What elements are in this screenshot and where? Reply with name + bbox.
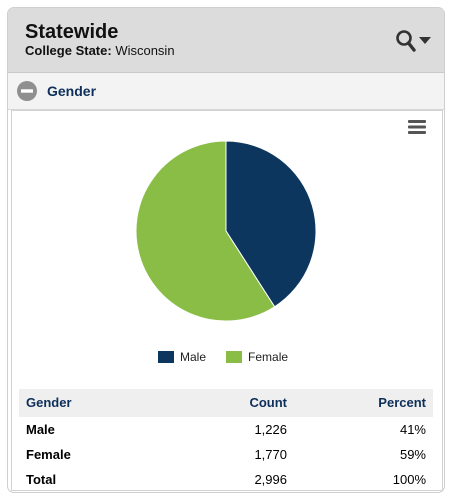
chart-legend: Male Female: [158, 350, 308, 364]
search-dropdown-button[interactable]: [395, 28, 435, 54]
row-label: Female: [26, 447, 71, 462]
table-row: Female 1,770 59%: [19, 442, 433, 467]
legend-item-female[interactable]: Female: [226, 350, 288, 364]
table-header-row: Gender Count Percent: [19, 389, 433, 417]
magnifier-icon: [396, 30, 416, 52]
pie-slice-female[interactable]: [135, 140, 276, 322]
row-label: Total: [26, 472, 57, 487]
legend-label: Female: [248, 350, 289, 364]
row-percent: 41%: [399, 422, 426, 437]
header-gender: Gender: [26, 395, 72, 410]
header-count: Count: [249, 395, 287, 410]
hamburger-menu-icon: [408, 120, 426, 134]
row-count: 2,996: [254, 472, 287, 487]
statewide-panel: Statewide College State: Wisconsin Gende…: [7, 7, 445, 493]
subtitle-label: College State:: [25, 43, 112, 58]
subtitle-value: Wisconsin: [115, 43, 175, 58]
gender-table: Gender Count Percent Male 1,226 41% Fema…: [19, 389, 433, 492]
chart-menu-button[interactable]: [408, 119, 426, 135]
row-count: 1,770: [254, 447, 287, 462]
row-percent: 100%: [392, 472, 426, 487]
panel-header: Statewide College State: Wisconsin: [8, 8, 444, 73]
legend-swatch: [158, 351, 174, 363]
section-bar-gender: Gender: [8, 73, 444, 110]
panel-subtitle: College State: Wisconsin: [25, 43, 175, 59]
panel-title: Statewide: [25, 21, 119, 43]
header-percent: Percent: [378, 395, 426, 410]
collapse-button[interactable]: [17, 81, 37, 101]
row-count: 1,226: [254, 422, 287, 437]
table-row: Male 1,226 41%: [19, 417, 433, 442]
row-percent: 59%: [399, 447, 426, 462]
minus-circle-icon: [17, 81, 37, 101]
legend-swatch: [226, 351, 243, 363]
legend-item-male[interactable]: Male: [158, 350, 206, 364]
chart-content: Male Female Gender Count Percent Male 1,2…: [11, 110, 443, 491]
row-label: Male: [26, 422, 55, 437]
table-row: Total 2,996 100%: [19, 467, 433, 492]
legend-label: Male: [180, 350, 207, 364]
section-title: Gender: [47, 83, 97, 99]
pie-chart: [135, 140, 317, 322]
caret-down-icon: [419, 37, 431, 44]
